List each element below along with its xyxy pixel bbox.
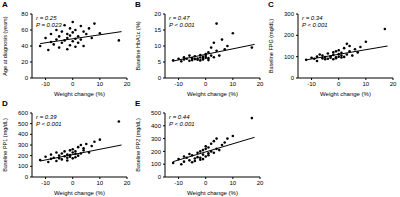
svg-text:300: 300 [284, 11, 295, 17]
svg-text:0: 0 [158, 75, 162, 81]
svg-text:0: 0 [291, 75, 295, 81]
svg-text:300: 300 [18, 142, 29, 148]
svg-text:100: 100 [151, 161, 162, 167]
svg-text:20: 20 [154, 11, 161, 17]
svg-text:200: 200 [284, 32, 295, 38]
html-text:B: B [135, 0, 141, 9]
html-text:Baseline PP2 (mg/dL): Baseline PP2 (mg/dL) [134, 118, 141, 172]
html-text:P < 0.001: P < 0.001 [302, 22, 328, 28]
svg-text:0: 0 [204, 81, 208, 87]
svg-text:10: 10 [363, 81, 370, 87]
svg-text:100: 100 [18, 163, 29, 169]
svg-text:0: 0 [25, 75, 29, 81]
svg-text:Weight change (%): Weight change (%) [187, 190, 238, 196]
svg-text:10: 10 [97, 180, 104, 186]
html-text:r = 0.34: r = 0.34 [302, 15, 323, 21]
svg-text:20: 20 [257, 180, 264, 186]
svg-text:0: 0 [158, 174, 162, 180]
svg-text:20: 20 [124, 81, 131, 87]
svg-text:10: 10 [230, 81, 237, 87]
svg-text:-10: -10 [41, 180, 50, 186]
html-text:Baseline FPG (mg/dL): Baseline FPG (mg/dL) [267, 18, 274, 74]
svg-text:15: 15 [154, 27, 161, 33]
html-text:P < 0.001: P < 0.001 [169, 121, 195, 127]
svg-text:20: 20 [257, 81, 264, 87]
svg-text:400: 400 [18, 131, 29, 137]
svg-text:Weight change (%): Weight change (%) [187, 91, 238, 97]
svg-text:-10: -10 [174, 81, 183, 87]
svg-text:0: 0 [337, 81, 341, 87]
svg-text:500: 500 [151, 110, 162, 116]
svg-text:5: 5 [158, 59, 162, 65]
html-text:D: D [2, 99, 8, 108]
svg-text:300: 300 [151, 136, 162, 142]
svg-text:10: 10 [230, 180, 237, 186]
svg-text:Weight change (%): Weight change (%) [320, 91, 371, 97]
svg-text:200: 200 [151, 149, 162, 155]
svg-text:20: 20 [390, 81, 392, 87]
svg-text:200: 200 [18, 153, 29, 159]
svg-text:Weight change (%): Weight change (%) [54, 190, 105, 196]
html-text:r = 0.44: r = 0.44 [169, 114, 190, 120]
svg-text:40: 40 [21, 43, 28, 49]
svg-text:10: 10 [97, 81, 104, 87]
html-text:A: A [2, 0, 8, 9]
svg-text:0: 0 [71, 180, 75, 186]
svg-text:20: 20 [21, 59, 28, 65]
svg-text:10: 10 [154, 43, 161, 49]
svg-text:0: 0 [25, 174, 29, 180]
svg-text:-10: -10 [174, 180, 183, 186]
html-text:P = 0.023: P = 0.023 [36, 22, 62, 28]
html-text:r = 0.39: r = 0.39 [36, 114, 57, 120]
html-text:r = 0.25: r = 0.25 [36, 15, 57, 21]
html-text:C: C [268, 0, 274, 9]
svg-text:100: 100 [284, 54, 295, 60]
svg-text:-10: -10 [41, 81, 50, 87]
html-text:P < 0.001: P < 0.001 [169, 22, 195, 28]
svg-text:0: 0 [71, 81, 75, 87]
svg-text:0: 0 [204, 180, 208, 186]
svg-text:20: 20 [124, 180, 131, 186]
html-text:Baseline HbA1c (%): Baseline HbA1c (%) [134, 21, 141, 71]
svg-text:-10: -10 [307, 81, 316, 87]
html-text:Age at diagnosis (years): Age at diagnosis (years) [1, 16, 8, 76]
html-text:r = 0.47: r = 0.47 [169, 15, 190, 21]
svg-text:600: 600 [18, 110, 29, 116]
svg-text:80: 80 [21, 11, 28, 17]
svg-text:400: 400 [151, 123, 162, 129]
svg-text:Weight change (%): Weight change (%) [54, 91, 105, 97]
svg-text:500: 500 [18, 121, 29, 127]
html-text:Baseline PP1 (mg/dL): Baseline PP1 (mg/dL) [1, 118, 8, 172]
html-text:E: E [135, 99, 141, 108]
html-text:P < 0.001: P < 0.001 [36, 121, 62, 127]
svg-text:60: 60 [21, 27, 28, 33]
